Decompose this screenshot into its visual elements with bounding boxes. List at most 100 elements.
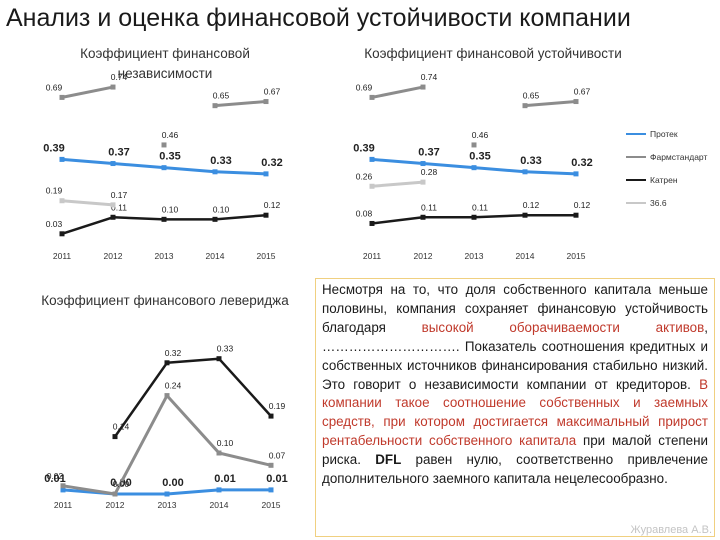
x-tick-label: 2013: [465, 251, 484, 261]
data-label: 0.69: [356, 82, 373, 92]
data-label: 0.00: [162, 477, 183, 489]
series-line: [371, 180, 424, 188]
chart-legend: Протек Фармстандарт Катрен 36.6: [626, 122, 718, 214]
data-point: [212, 103, 218, 109]
chart-title: Коэффициент финансового левериджа: [41, 293, 289, 308]
x-tick-label: 2014: [516, 251, 535, 261]
data-label: 0.00: [113, 479, 130, 489]
data-label: 0.32: [261, 157, 282, 169]
chart-financial-independence: Коэффициент финансовой независимости 2011 2…: [43, 46, 282, 261]
data-label: 0.11: [472, 202, 488, 212]
data-label: 0.67: [574, 87, 591, 97]
text-highlight: В компании такое соотношение собственных…: [322, 376, 708, 449]
data-point: [263, 212, 269, 218]
data-point: [471, 142, 477, 148]
chart-financial-stability: Коэффициент финансовой устойчивости 2011 2…: [353, 46, 621, 261]
data-label: 0.33: [210, 155, 231, 167]
data-point: [212, 169, 218, 175]
x-tick-label: 2012: [106, 500, 125, 510]
data-point: [420, 179, 426, 185]
data-label: 0.67: [264, 87, 281, 97]
text-bold: DFL: [375, 452, 402, 468]
page-title: Анализ и оценка финансовой устойчивости …: [6, 4, 631, 32]
data-point: [522, 212, 528, 218]
data-label: 0.11: [111, 202, 127, 212]
data-point: [212, 216, 218, 222]
data-label: 0.37: [108, 147, 129, 159]
data-label: 0.01: [214, 473, 235, 485]
series-line: [524, 100, 577, 108]
data-point: [369, 94, 375, 100]
data-label: 0.01: [44, 473, 65, 485]
data-label: 0.35: [469, 151, 490, 163]
data-point: [59, 198, 65, 204]
text-part: равен нулю, соответственно привлечение д…: [322, 452, 708, 487]
series-line: [113, 357, 272, 438]
series-line: [371, 85, 424, 99]
data-point: [420, 161, 426, 167]
data-label: 0.32: [571, 157, 592, 169]
data-point: [112, 491, 118, 497]
x-tick-label: 2011: [54, 500, 73, 510]
legend-swatch: [626, 178, 646, 181]
text-highlight: высокой оборачиваемости активов: [421, 319, 705, 335]
series-line: [61, 85, 114, 99]
legend-swatch: [626, 201, 646, 204]
data-label: 0.01: [266, 473, 287, 485]
data-point: [522, 103, 528, 109]
data-label: 0.39: [43, 142, 64, 154]
data-label: 0.08: [356, 208, 373, 218]
x-tick-label: 2014: [206, 251, 225, 261]
data-point: [420, 84, 426, 90]
data-point: [216, 487, 222, 493]
data-point: [263, 171, 269, 177]
data-label: 0.74: [111, 72, 128, 82]
data-point: [60, 487, 66, 493]
legend-swatch: [626, 132, 646, 135]
data-label: 0.03: [46, 219, 63, 229]
data-point: [164, 491, 170, 497]
data-point: [573, 99, 579, 105]
data-label: 0.12: [264, 200, 281, 210]
chart-title: независимости: [118, 66, 213, 81]
data-label: 0.12: [523, 200, 540, 210]
x-tick-label: 2013: [155, 251, 174, 261]
data-point: [59, 94, 65, 100]
x-tick-label: 2013: [158, 500, 177, 510]
data-point: [369, 156, 375, 162]
data-label: 0.69: [46, 82, 63, 92]
x-tick-label: 2012: [104, 251, 123, 261]
legend-label: Катрен: [650, 174, 678, 185]
data-label: 0.46: [472, 130, 489, 140]
data-label: 0.39: [353, 142, 374, 154]
data-point: [164, 393, 170, 399]
data-point: [59, 231, 65, 237]
data-label: 0.19: [46, 186, 63, 196]
data-label: 0.19: [269, 401, 286, 411]
x-tick-label: 2014: [210, 500, 229, 510]
legend-label: Фармстандарт: [650, 151, 708, 162]
data-label: 0.07: [269, 450, 286, 460]
data-point: [471, 214, 477, 220]
series-line: [214, 100, 267, 108]
data-label: 0.26: [356, 171, 373, 181]
x-tick-label: 2012: [414, 251, 433, 261]
data-label: 0.10: [217, 438, 234, 448]
data-label: 0.11: [421, 202, 437, 212]
data-point: [216, 356, 222, 362]
series-line: [61, 199, 114, 207]
legend-item: 36.6: [626, 191, 718, 214]
data-point: [112, 434, 118, 440]
data-point: [60, 483, 66, 489]
data-label: 0.10: [162, 204, 179, 214]
data-point: [110, 161, 116, 167]
data-point: [59, 156, 65, 162]
data-point: [471, 165, 477, 171]
data-point: [110, 202, 116, 208]
data-label: 0.46: [162, 130, 179, 140]
data-point: [161, 142, 167, 148]
legend-item: Протек: [626, 122, 718, 145]
data-label: 0.24: [165, 381, 182, 391]
data-point: [263, 99, 269, 105]
